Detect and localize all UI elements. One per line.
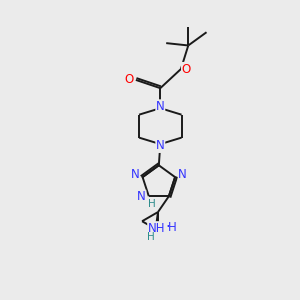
Text: N: N [156, 100, 165, 113]
Text: O: O [125, 74, 134, 86]
Text: H: H [147, 232, 155, 242]
Text: H: H [168, 221, 177, 234]
Text: ·: · [165, 220, 170, 235]
Text: N: N [178, 168, 187, 181]
Text: N: N [130, 168, 139, 181]
Text: H: H [148, 200, 156, 209]
Text: O: O [182, 62, 191, 76]
Text: NH: NH [148, 222, 165, 235]
Text: N: N [137, 190, 146, 203]
Text: N: N [156, 140, 165, 152]
